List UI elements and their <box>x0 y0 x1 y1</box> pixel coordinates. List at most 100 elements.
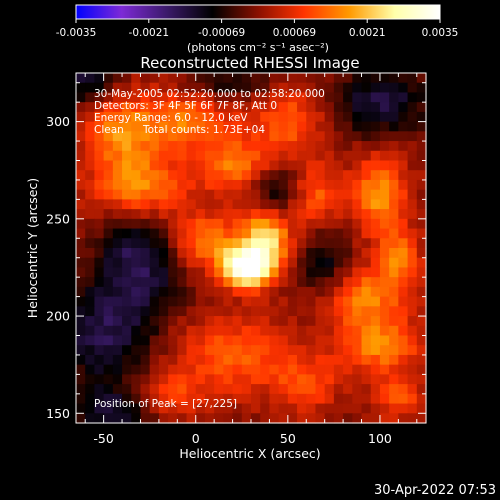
heatmap-cell <box>140 209 151 220</box>
heatmap-cell <box>370 111 381 123</box>
heatmap-cell <box>76 209 86 220</box>
heatmap-cell <box>76 325 86 337</box>
heatmap-cell <box>94 306 105 317</box>
heatmap-cell <box>195 228 206 239</box>
heatmap-cell <box>112 102 123 113</box>
heatmap-cell <box>260 170 271 181</box>
heatmap-cell <box>379 306 390 317</box>
heatmap-cell <box>416 199 427 210</box>
heatmap-cell <box>112 73 123 84</box>
heatmap-cell <box>195 248 206 259</box>
heatmap-cell <box>94 238 105 249</box>
heatmap-cell <box>361 209 372 220</box>
heatmap-cell <box>85 267 96 278</box>
heatmap-cell <box>389 384 399 395</box>
heatmap-cell <box>333 325 344 337</box>
heatmap-cell <box>149 267 160 278</box>
heatmap-cell <box>343 189 353 200</box>
heatmap-cell <box>361 121 372 132</box>
heatmap-cell <box>333 179 344 191</box>
heatmap-cell <box>131 228 142 239</box>
heatmap-cell <box>177 384 188 395</box>
heatmap-cell <box>324 131 335 142</box>
heatmap-cell <box>131 316 142 327</box>
heatmap-cell <box>333 102 344 113</box>
heatmap-cell <box>186 238 197 249</box>
heatmap-cell <box>223 209 234 220</box>
heatmap-cell <box>214 160 224 171</box>
heatmap-cell <box>149 179 160 191</box>
heatmap-cell <box>361 267 372 278</box>
heatmap-cell <box>324 248 335 259</box>
heatmap-cell <box>370 296 381 307</box>
heatmap-cell <box>103 73 114 84</box>
heatmap-cell <box>379 73 390 84</box>
heatmap-cell <box>370 393 381 405</box>
heatmap-cell <box>333 364 344 375</box>
heatmap-cell <box>149 160 160 171</box>
heatmap-cell <box>223 296 234 307</box>
heatmap-cell <box>352 364 363 375</box>
heatmap-cell <box>324 296 335 307</box>
heatmap-cell <box>306 160 317 171</box>
heatmap-cell <box>140 316 151 327</box>
heatmap-cell <box>370 374 381 385</box>
heatmap-cell <box>370 257 381 269</box>
heatmap-cell <box>287 179 298 191</box>
heatmap-cell <box>122 335 132 346</box>
heatmap-cell <box>315 228 326 239</box>
heatmap-cell <box>407 209 418 220</box>
heatmap-cell <box>223 218 234 230</box>
heatmap-cell <box>168 403 178 414</box>
heatmap-cell <box>379 92 390 103</box>
heatmap-cell <box>260 393 271 405</box>
heatmap-cell <box>315 170 326 181</box>
heatmap-cell <box>333 92 344 103</box>
heatmap-cell <box>333 150 344 162</box>
heatmap-cell <box>370 189 381 200</box>
heatmap-cell <box>416 413 427 424</box>
heatmap-cell <box>287 218 298 230</box>
heatmap-cell <box>122 150 132 162</box>
heatmap-cell <box>112 296 123 307</box>
heatmap-cell <box>379 218 390 230</box>
heatmap-cell <box>195 384 206 395</box>
heatmap-cell <box>379 228 390 239</box>
heatmap-cell <box>416 238 427 249</box>
heatmap-cell <box>407 238 418 249</box>
heatmap-cell <box>260 325 271 337</box>
heatmap-cell <box>214 92 224 103</box>
heatmap-cell <box>361 170 372 181</box>
heatmap-cell <box>343 179 353 191</box>
heatmap-cell <box>204 102 215 113</box>
heatmap-cell <box>297 325 307 337</box>
heatmap-cell <box>278 199 289 210</box>
heatmap-cell <box>131 73 142 84</box>
heatmap-cell <box>214 121 224 132</box>
heatmap-cell <box>103 111 114 123</box>
heatmap-cell <box>287 73 298 84</box>
heatmap-cell <box>186 189 197 200</box>
heatmap-cell <box>241 277 252 288</box>
heatmap-cell <box>370 141 381 152</box>
heatmap-cell <box>214 199 224 210</box>
heatmap-cell <box>389 102 399 113</box>
heatmap-cell <box>223 170 234 181</box>
heatmap-cell <box>260 248 271 259</box>
heatmap-cell <box>85 131 96 142</box>
heatmap-cell <box>103 257 114 269</box>
heatmap-cell <box>195 73 206 84</box>
heatmap-cell <box>297 102 307 113</box>
heatmap-cell <box>287 306 298 317</box>
heatmap-cell <box>131 141 142 152</box>
heatmap-cell <box>94 92 105 103</box>
heatmap-cell <box>131 199 142 210</box>
heatmap-cell <box>324 121 335 132</box>
heatmap-cell <box>112 228 123 239</box>
heatmap-cell <box>223 150 234 162</box>
heatmap-cell <box>140 92 151 103</box>
heatmap-cell <box>269 403 280 414</box>
heatmap-cell <box>76 82 86 94</box>
heatmap-cell <box>278 374 289 385</box>
heatmap-cell <box>168 354 178 366</box>
